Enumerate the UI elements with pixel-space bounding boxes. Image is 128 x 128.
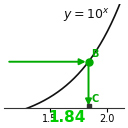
- Text: C: C: [91, 94, 99, 104]
- Text: 1.84: 1.84: [48, 110, 85, 125]
- Text: B: B: [91, 49, 99, 59]
- Text: $y = 10^x$: $y = 10^x$: [63, 7, 109, 24]
